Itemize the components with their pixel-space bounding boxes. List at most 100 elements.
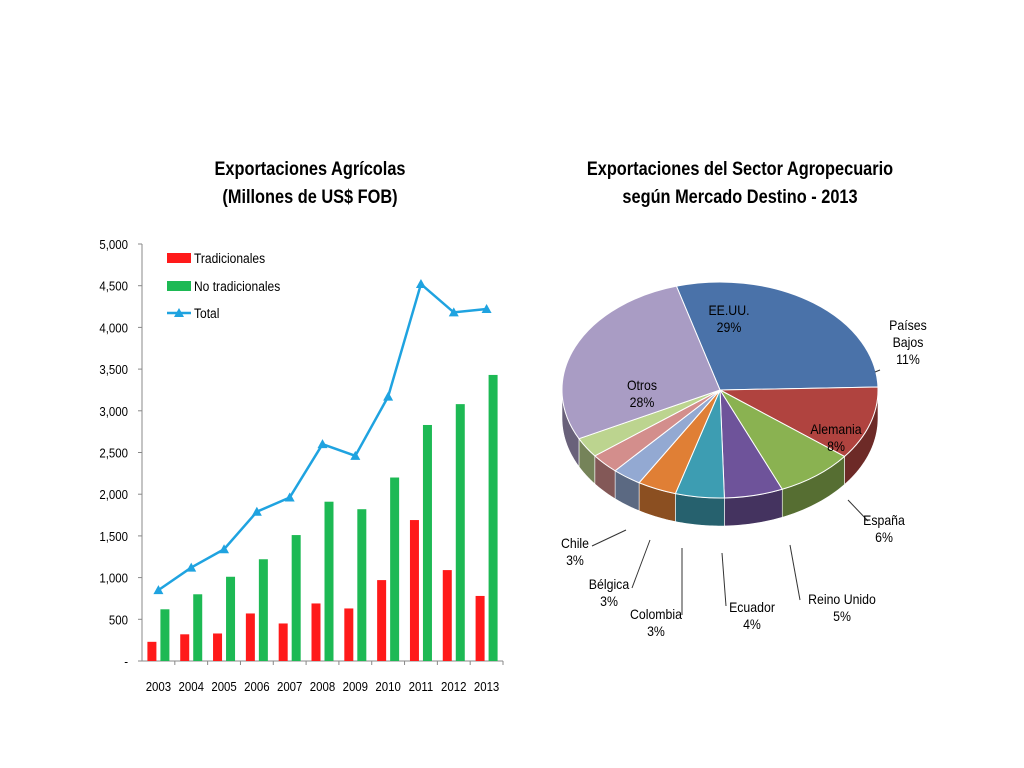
pie-label-pct-ee-uu-: 29%	[717, 319, 742, 335]
legend-swatch-tradicionales	[167, 253, 191, 263]
pie-label-pct-espa-a: 6%	[875, 529, 893, 545]
bar-no-tradicionales-2011	[422, 424, 432, 661]
pie-slice-pa-ses-bajos	[718, 386, 879, 458]
bar-tradicionales-2010	[377, 580, 387, 661]
bar-chart-title-line-1: Exportaciones Agrícolas	[214, 159, 406, 180]
total-point-2005	[219, 544, 230, 554]
bar-tradicionales-2007	[278, 623, 288, 661]
y-tick-label: -	[124, 654, 128, 669]
y-tick-label: 3,500	[99, 362, 128, 377]
pie-label-pct-pa-ses-bajos: 11%	[896, 351, 920, 367]
bar-no-tradicionales-2007	[291, 535, 301, 661]
pie-label-name-reino-unido: Reino Unido	[808, 591, 876, 607]
pie-label-pct-chile: 3%	[566, 552, 584, 568]
bar-tradicionales-2003	[147, 641, 157, 661]
pie-label-name-espa-a: España	[863, 512, 905, 528]
pie-leader-b-lgica	[631, 539, 651, 589]
legend-label-0: Tradicionales	[194, 250, 266, 266]
pie-label-ee-uu-: EE.UU.29%	[708, 302, 749, 335]
x-tick-label-2012: 2012	[441, 679, 467, 694]
y-tick-label: 3,000	[99, 404, 128, 419]
total-point-2010	[383, 391, 394, 401]
bar-tradicionales-2006	[245, 613, 255, 661]
x-tick-label-2003: 2003	[146, 679, 172, 694]
legend-swatch-no-tradicionales	[167, 281, 191, 291]
total-point-2012	[448, 307, 459, 317]
bar-no-tradicionales-2003	[160, 609, 170, 661]
bar-chart-title-line-2: (Millones de US$ FOB)	[222, 187, 398, 208]
bar-tradicionales-2004	[180, 634, 190, 661]
pie-label-pct-b-lgica: 3%	[600, 593, 618, 609]
bar-no-tradicionales-2012	[455, 404, 465, 661]
y-tick-label: 4,500	[99, 279, 128, 294]
total-point-2004	[186, 562, 197, 572]
pie-slice-ee-uu-	[675, 281, 879, 391]
pie-leader-reino-unido	[789, 544, 801, 601]
pie-leader-ecuador	[721, 552, 727, 607]
bar-tradicionales-2005	[213, 633, 223, 661]
x-tick-label-2008: 2008	[310, 679, 336, 694]
bar-no-tradicionales-2008	[324, 501, 334, 661]
total-point-2007	[284, 492, 295, 502]
pie-label-pct-colombia: 3%	[647, 623, 665, 639]
pie-chart-title-line-2: según Mercado Destino - 2013	[622, 187, 858, 208]
bar-no-tradicionales-2013	[488, 374, 498, 661]
y-tick-label: 1,500	[99, 529, 128, 544]
pie-label-name-otros: Otros	[627, 377, 657, 393]
x-tick-label-2010: 2010	[375, 679, 401, 694]
bar-tradicionales-2011	[409, 520, 419, 661]
pie-leader-espa-a	[847, 499, 869, 522]
bar-tradicionales-2008	[311, 603, 321, 661]
y-tick-label: 4,000	[99, 321, 128, 336]
pie-label-name-b-lgica: Bélgica	[589, 576, 630, 592]
y-tick-label: 2,500	[99, 446, 128, 461]
pie-label-name-ecuador: Ecuador	[729, 599, 775, 615]
bar-no-tradicionales-2009	[357, 509, 367, 661]
pie-label-name-pa-ses-bajos-0: Países	[889, 317, 927, 333]
total-point-2013	[481, 304, 492, 314]
pie-chart-title-line-1: Exportaciones del Sector Agropecuario	[586, 159, 894, 180]
y-tick-label: 5,000	[99, 237, 128, 252]
total-point-2011	[415, 279, 426, 289]
x-tick-label-2004: 2004	[179, 679, 205, 694]
bar-tradicionales-2012	[442, 570, 452, 661]
pie-label-name-chile: Chile	[561, 535, 589, 551]
bar-no-tradicionales-2004	[193, 594, 203, 661]
x-tick-label-2011: 2011	[409, 679, 434, 694]
x-tick-label-2006: 2006	[244, 679, 270, 694]
pie-label-pct-ecuador: 4%	[743, 616, 761, 632]
pie-label-name-pa-ses-bajos-1: Bajos	[893, 334, 924, 350]
legend-swatch-total-marker	[174, 308, 184, 317]
bar-tradicionales-2013	[475, 595, 485, 661]
pie-label-pct-otros: 28%	[630, 394, 655, 410]
x-tick-label-2005: 2005	[211, 679, 237, 694]
pie-label-name-alemania: Alemania	[810, 421, 862, 437]
legend-label-2: Total	[194, 305, 220, 321]
x-tick-label-2009: 2009	[343, 679, 369, 694]
total-point-2009	[350, 450, 361, 460]
bar-no-tradicionales-2010	[390, 477, 400, 661]
total-point-2003	[153, 585, 164, 595]
bar-no-tradicionales-2006	[258, 559, 268, 661]
legend-label-1: No tradicionales	[194, 278, 281, 294]
x-tick-label-2007: 2007	[277, 679, 303, 694]
pie-leader-chile	[591, 529, 627, 547]
pie-label-pct-alemania: 8%	[827, 438, 845, 454]
total-point-2008	[317, 439, 328, 449]
bar-chart-title: Exportaciones Agrícolas (Millones de US$…	[172, 156, 447, 212]
y-tick-label: 500	[109, 613, 128, 628]
bar-no-tradicionales-2005	[226, 576, 236, 661]
total-point-2006	[251, 506, 262, 516]
pie-slice-otros	[561, 285, 721, 440]
pie-label-name-colombia: Colombia	[630, 606, 683, 622]
